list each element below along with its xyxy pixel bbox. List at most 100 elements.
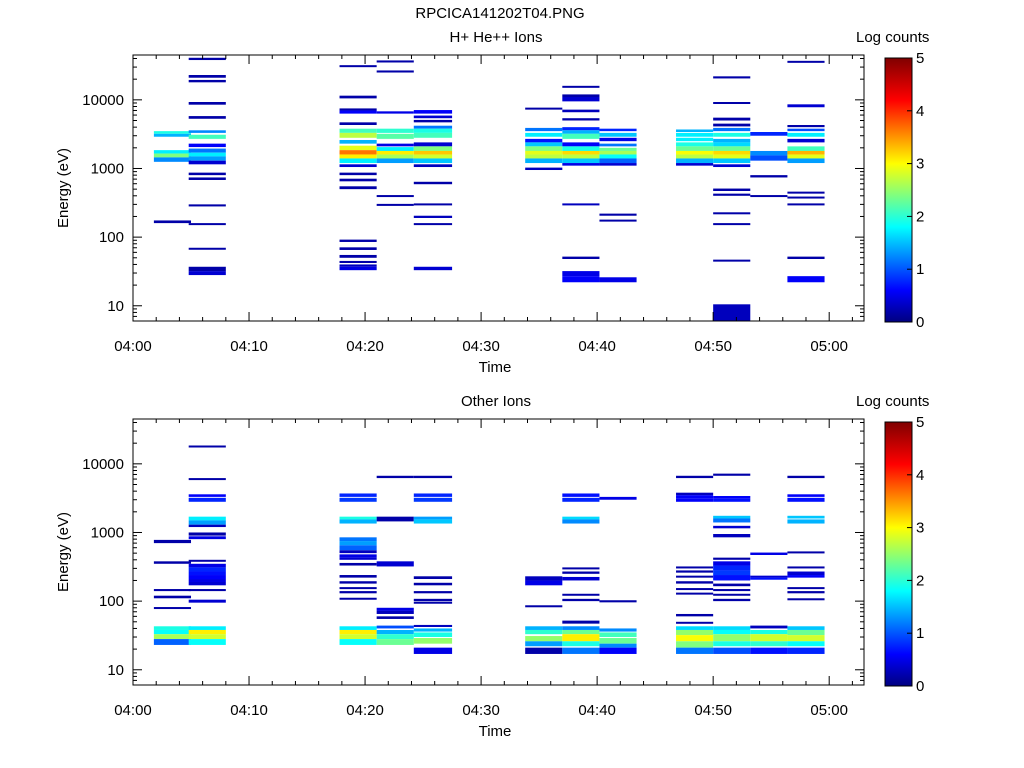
plot-frame (132, 418, 865, 686)
heatmap-cell (339, 557, 377, 560)
colorbar-tick-label: 4 (916, 467, 924, 484)
heatmap-cell (750, 641, 788, 647)
heatmap-cell (376, 158, 414, 164)
heatmap-cell (676, 592, 714, 595)
heatmap-cell (153, 133, 192, 137)
heatmap-cell (713, 154, 751, 159)
x-tick-label: 05:00 (810, 338, 848, 355)
heatmap-cell (787, 575, 825, 578)
heatmap-cell (750, 175, 788, 178)
y-axis-label: Energy (eV) (55, 148, 72, 228)
heatmap-cell (339, 634, 377, 640)
heatmap-cell (562, 154, 600, 159)
heatmap-cell (676, 495, 714, 499)
heatmap-cell (787, 124, 825, 128)
x-tick-label: 04:00 (114, 702, 152, 719)
heatmap-cell (787, 647, 825, 654)
heatmap-cell (562, 85, 600, 88)
heatmap-cell (339, 587, 377, 590)
heatmap-cell (676, 621, 714, 624)
heatmap-cell (339, 122, 377, 125)
heatmap-cell (413, 142, 453, 147)
heatmap-cell (676, 146, 714, 151)
x-tick-label: 04:20 (346, 338, 384, 355)
heatmap-cell (413, 576, 453, 580)
colorbar-tick-label: 3 (916, 520, 924, 537)
heatmap-cells (153, 445, 825, 654)
heatmap-cell (339, 95, 377, 99)
heatmap-cell (713, 188, 751, 191)
heatmap-cell (525, 636, 563, 642)
heatmap-cell (376, 150, 414, 155)
heatmap-cell (562, 567, 600, 570)
heatmap-cell (376, 154, 414, 159)
heatmap-cell (525, 647, 563, 654)
heatmap-cell (676, 641, 714, 648)
heatmap-cell (376, 561, 414, 567)
heatmap-cell (713, 498, 751, 502)
heatmap-cell (376, 634, 414, 640)
heatmap-cell (787, 641, 825, 647)
heatmap-cell (787, 629, 825, 636)
heatmap-cell (188, 130, 226, 133)
heatmap-cell (188, 634, 226, 640)
heatmap-cell (153, 595, 192, 599)
heatmap-cell (376, 203, 414, 206)
heatmap-cell (713, 647, 751, 654)
heatmap-cell (713, 583, 751, 587)
colorbar-tick-label: 5 (916, 50, 924, 67)
heatmap-cell (713, 212, 751, 215)
heatmap-cell (713, 575, 751, 581)
heatmap-cell (413, 647, 453, 654)
heatmap-cell (713, 589, 751, 592)
heatmap-cell (339, 575, 377, 578)
heatmap-cell (787, 132, 825, 137)
colorbar-gradient (884, 421, 913, 687)
heatmap-cell (599, 137, 637, 142)
heatmap-cell (413, 632, 453, 638)
heatmap-cell (713, 259, 751, 262)
heatmap-cell (153, 629, 192, 635)
colorbar-tick-label: 2 (916, 572, 924, 589)
heatmap-cell (525, 107, 563, 110)
heatmap-cell (562, 276, 600, 283)
heatmap-cell (413, 475, 453, 479)
heatmap-cell (599, 132, 637, 137)
heatmap-cell (525, 167, 563, 171)
heatmap-cell (750, 195, 788, 198)
heatmap-cell (525, 580, 563, 586)
heatmap-cell (188, 497, 226, 502)
heatmap-cell (339, 65, 377, 68)
heatmap-cell (413, 125, 453, 129)
heatmap-cell (188, 172, 226, 176)
heatmap-cell (599, 628, 637, 632)
heatmap-cell (525, 127, 563, 132)
heatmap-cell (562, 626, 600, 630)
colorbar-label: Log counts (856, 29, 930, 46)
heatmap-cell (562, 593, 600, 596)
heatmap-cell (339, 545, 377, 551)
heatmap-cell (713, 76, 751, 79)
heatmap-cell (188, 494, 226, 497)
heatmap-cell (413, 150, 453, 155)
heatmap-cell (676, 588, 714, 591)
heatmap-cell (562, 146, 600, 151)
heatmap-cell (188, 445, 226, 448)
heatmap-cell (599, 158, 637, 164)
heatmap-cell (599, 632, 637, 638)
heatmap-cell (413, 519, 453, 524)
heatmap-cell (787, 598, 825, 601)
heatmap-cell (153, 153, 192, 158)
heatmap-cell (787, 497, 825, 502)
colorbar-tick-label: 3 (916, 156, 924, 173)
heatmap-cell (376, 610, 414, 614)
heatmap-cell (599, 496, 637, 500)
colorbar-label: Log counts (856, 393, 930, 410)
heatmap-cell (676, 158, 714, 164)
heatmap-cell (599, 163, 637, 166)
heatmap-cell (188, 639, 226, 645)
heatmap-cell (599, 147, 637, 151)
heatmap-cell (413, 164, 453, 168)
heatmap-cell (713, 127, 751, 132)
heatmap-cell (562, 571, 600, 574)
